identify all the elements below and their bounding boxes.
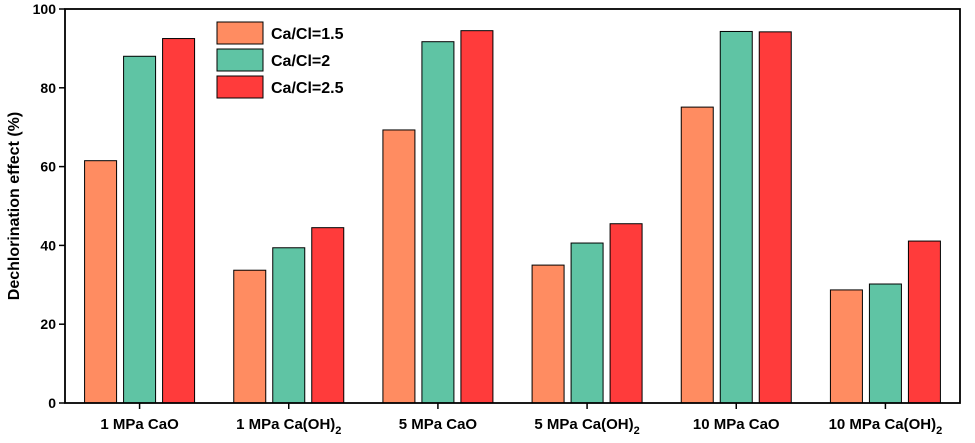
legend-label: Ca/Cl=2.5 <box>271 80 344 97</box>
x-axis-categories: 1 MPa CaO 1 MPa Ca(OH)2 5 MPa CaO 5 MPa Ca(… <box>100 403 942 437</box>
bar <box>868 283 902 404</box>
legend-swatch <box>216 21 264 45</box>
bar <box>272 247 306 404</box>
bar <box>233 269 267 404</box>
y-tick-label: 20 <box>40 316 56 332</box>
y-axis-ticks: 0 20 40 60 80 100 <box>33 1 65 411</box>
bar <box>719 30 753 404</box>
bar <box>460 30 494 404</box>
x-category-label: 5 MPa CaO <box>399 416 478 433</box>
bar <box>421 41 455 404</box>
bar <box>123 55 157 404</box>
bar <box>311 227 345 404</box>
y-tick-label: 80 <box>40 80 56 96</box>
bar <box>382 129 416 404</box>
y-tick-label: 60 <box>40 159 56 175</box>
x-category-label: 5 MPa Ca(OH)2 <box>534 416 639 437</box>
y-tick-label: 40 <box>40 237 56 253</box>
bar <box>84 160 118 404</box>
legend-swatch <box>216 75 264 99</box>
bar <box>680 106 714 404</box>
y-tick-label: 100 <box>33 1 57 17</box>
legend: Ca/Cl=1.5 Ca/Cl=2 Ca/Cl=2.5 <box>216 21 344 99</box>
bar <box>907 240 941 404</box>
legend-label: Ca/Cl=1.5 <box>271 26 344 43</box>
bar <box>531 264 565 404</box>
bar <box>609 223 643 404</box>
y-axis-title: Dechlorination effect (%) <box>6 112 23 300</box>
x-category-label: 10 MPa Ca(OH)2 <box>829 416 943 437</box>
plot-area-frame <box>64 8 961 404</box>
bars-layer <box>84 30 941 404</box>
bar <box>162 38 196 404</box>
y-tick-label: 0 <box>48 395 56 411</box>
x-category-label: 1 MPa CaO <box>100 416 179 433</box>
bar <box>829 289 863 404</box>
legend-label: Ca/Cl=2 <box>271 53 330 70</box>
bar <box>570 242 604 404</box>
bar <box>758 31 792 404</box>
x-category-label: 10 MPa CaO <box>693 416 780 433</box>
legend-swatch <box>216 48 264 72</box>
x-category-label: 1 MPa Ca(OH)2 <box>236 416 341 437</box>
